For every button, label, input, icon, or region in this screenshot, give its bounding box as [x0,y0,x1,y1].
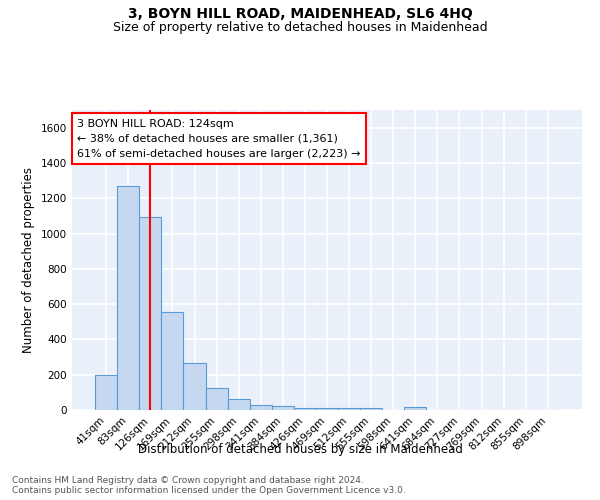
Bar [117,186,139,410]
Text: Contains HM Land Registry data © Crown copyright and database right 2024.
Contai: Contains HM Land Registry data © Crown c… [12,476,406,495]
Bar [227,400,250,410]
Bar [338,408,360,410]
Bar [316,408,338,410]
Text: Distribution of detached houses by size in Maidenhead: Distribution of detached houses by size … [137,442,463,456]
Bar [95,374,117,410]
Bar [161,312,184,410]
Bar [294,408,316,410]
Y-axis label: Number of detached properties: Number of detached properties [22,167,35,353]
Text: Size of property relative to detached houses in Maidenhead: Size of property relative to detached ho… [113,21,487,34]
Bar [360,408,382,410]
Bar [404,408,427,410]
Bar [250,404,272,410]
Bar [206,388,227,410]
Bar [139,217,161,410]
Bar [184,363,206,410]
Text: 3, BOYN HILL ROAD, MAIDENHEAD, SL6 4HQ: 3, BOYN HILL ROAD, MAIDENHEAD, SL6 4HQ [128,8,472,22]
Text: 3 BOYN HILL ROAD: 124sqm
← 38% of detached houses are smaller (1,361)
61% of sem: 3 BOYN HILL ROAD: 124sqm ← 38% of detach… [77,119,361,158]
Bar [272,406,294,410]
